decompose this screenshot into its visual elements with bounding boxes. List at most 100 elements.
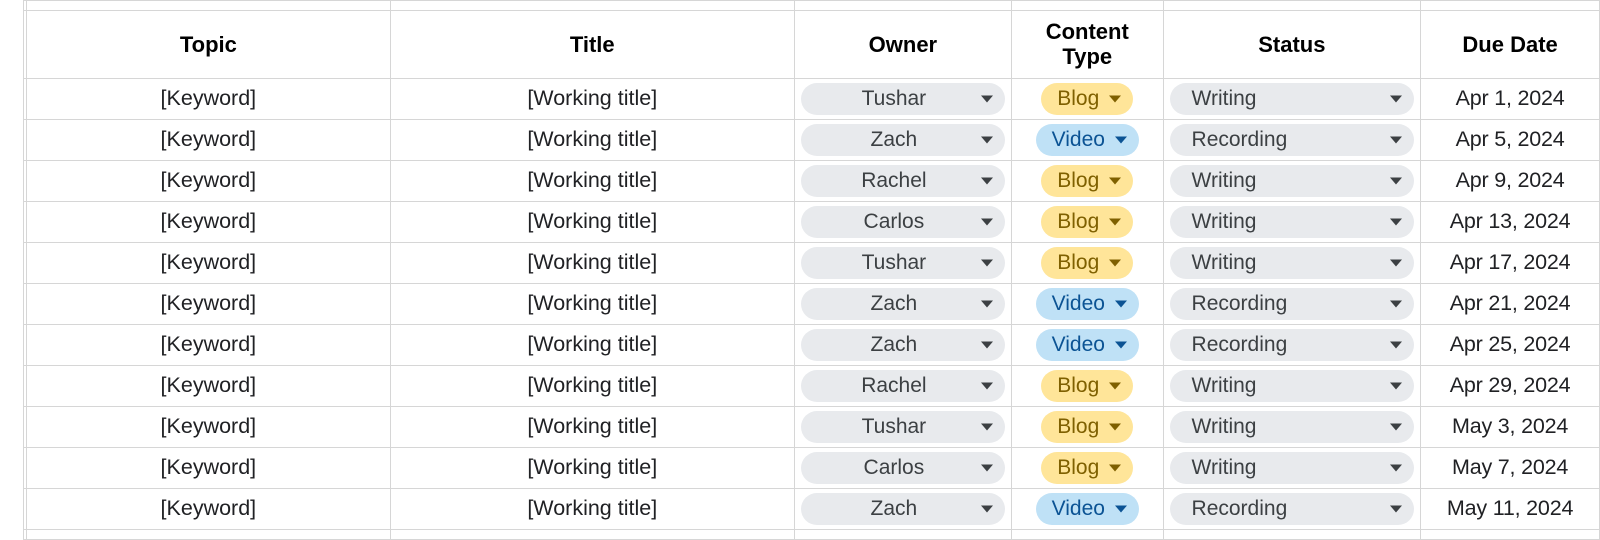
cell-title[interactable]: [Working title] [390, 447, 794, 488]
owner-dropdown[interactable]: Tushar [801, 247, 1005, 279]
cell-topic[interactable]: [Keyword] [27, 78, 391, 119]
chevron-down-icon [1115, 300, 1127, 307]
cell-status: Writing [1163, 447, 1421, 488]
cell-topic[interactable]: [Keyword] [27, 119, 391, 160]
chevron-down-icon [1390, 382, 1402, 389]
chevron-down-icon [1390, 218, 1402, 225]
cell-content-type: Blog [1012, 365, 1164, 406]
cell-due-date[interactable]: May 11, 2024 [1421, 488, 1600, 529]
cell-owner: Carlos [794, 447, 1011, 488]
cell-due-date[interactable]: May 3, 2024 [1421, 406, 1600, 447]
cell-title[interactable]: [Working title] [390, 160, 794, 201]
content-type-dropdown[interactable]: Video [1036, 288, 1139, 320]
content-type-dropdown[interactable]: Blog [1041, 411, 1133, 443]
cell-due-date-text: Apr 29, 2024 [1421, 367, 1599, 404]
status-dropdown[interactable]: Writing [1170, 165, 1415, 197]
chevron-down-icon [981, 505, 993, 512]
cell-due-date-text: Apr 17, 2024 [1421, 244, 1599, 281]
cell-title[interactable]: [Working title] [390, 324, 794, 365]
status-dropdown[interactable]: Writing [1170, 83, 1415, 115]
owner-dropdown[interactable]: Tushar [801, 411, 1005, 443]
cell-topic[interactable]: [Keyword] [27, 365, 391, 406]
owner-dropdown-label: Tushar [862, 87, 927, 111]
owner-dropdown-label: Zach [871, 128, 918, 152]
status-dropdown[interactable]: Recording [1170, 288, 1415, 320]
cell-status: Recording [1163, 283, 1421, 324]
status-dropdown[interactable]: Writing [1170, 206, 1415, 238]
content-type-dropdown[interactable]: Blog [1041, 206, 1133, 238]
cell-title[interactable]: [Working title] [390, 201, 794, 242]
cell-due-date[interactable]: Apr 17, 2024 [1421, 242, 1600, 283]
cell-due-date[interactable]: Apr 29, 2024 [1421, 365, 1600, 406]
owner-dropdown[interactable]: Tushar [801, 83, 1005, 115]
content-type-dropdown[interactable]: Blog [1041, 370, 1133, 402]
cell-title[interactable]: [Working title] [390, 78, 794, 119]
owner-dropdown-label: Tushar [862, 251, 927, 275]
owner-dropdown[interactable]: Rachel [801, 165, 1005, 197]
cell-due-date[interactable]: Apr 1, 2024 [1421, 78, 1600, 119]
cell-due-date[interactable]: Apr 13, 2024 [1421, 201, 1600, 242]
content-type-dropdown[interactable]: Blog [1041, 83, 1133, 115]
owner-dropdown[interactable]: Carlos [801, 452, 1005, 484]
content-type-dropdown[interactable]: Video [1036, 124, 1139, 156]
col-header-due-date[interactable]: Due Date [1421, 11, 1600, 79]
cell-title-text: [Working title] [391, 408, 794, 445]
owner-dropdown[interactable]: Carlos [801, 206, 1005, 238]
cell-topic[interactable]: [Keyword] [27, 242, 391, 283]
owner-dropdown[interactable]: Zach [801, 493, 1005, 525]
status-dropdown-label: Writing [1192, 87, 1257, 111]
cell-due-date-text: Apr 25, 2024 [1421, 326, 1599, 363]
col-header-status[interactable]: Status [1163, 11, 1421, 79]
cell-title[interactable]: [Working title] [390, 242, 794, 283]
cell-topic-text: [Keyword] [27, 326, 390, 363]
owner-dropdown[interactable]: Zach [801, 288, 1005, 320]
col-header-topic[interactable]: Topic [27, 11, 391, 79]
col-header-title[interactable]: Title [390, 11, 794, 79]
status-dropdown-label: Recording [1192, 497, 1288, 521]
cell-title[interactable]: [Working title] [390, 365, 794, 406]
cell-due-date[interactable]: Apr 25, 2024 [1421, 324, 1600, 365]
cell-topic[interactable]: [Keyword] [27, 201, 391, 242]
content-type-dropdown[interactable]: Blog [1041, 452, 1133, 484]
status-dropdown[interactable]: Writing [1170, 411, 1415, 443]
cell-topic[interactable]: [Keyword] [27, 406, 391, 447]
cell-topic[interactable]: [Keyword] [27, 447, 391, 488]
chevron-down-icon [1115, 136, 1127, 143]
cell-title[interactable]: [Working title] [390, 283, 794, 324]
col-header-content-type[interactable]: ContentType [1012, 11, 1164, 79]
cell-title[interactable]: [Working title] [390, 488, 794, 529]
cell-due-date[interactable]: Apr 9, 2024 [1421, 160, 1600, 201]
cell-topic[interactable]: [Keyword] [27, 324, 391, 365]
content-type-dropdown[interactable]: Blog [1041, 247, 1133, 279]
owner-dropdown[interactable]: Zach [801, 124, 1005, 156]
cell-due-date[interactable]: Apr 21, 2024 [1421, 283, 1600, 324]
cell-topic[interactable]: [Keyword] [27, 160, 391, 201]
status-dropdown[interactable]: Recording [1170, 493, 1415, 525]
cell-title[interactable]: [Working title] [390, 406, 794, 447]
status-dropdown[interactable]: Recording [1170, 124, 1415, 156]
owner-dropdown[interactable]: Rachel [801, 370, 1005, 402]
chevron-down-icon [1109, 177, 1121, 184]
cell-due-date[interactable]: Apr 5, 2024 [1421, 119, 1600, 160]
status-dropdown[interactable]: Writing [1170, 370, 1415, 402]
cell-title[interactable]: [Working title] [390, 119, 794, 160]
status-dropdown[interactable]: Writing [1170, 247, 1415, 279]
cell-topic[interactable]: [Keyword] [27, 488, 391, 529]
content-type-dropdown[interactable]: Video [1036, 493, 1139, 525]
cell-topic-text: [Keyword] [27, 490, 390, 527]
cell-content-type: Video [1012, 119, 1164, 160]
status-dropdown[interactable]: Writing [1170, 452, 1415, 484]
table-row: [Keyword][Working title]Carlos Blog Writin… [24, 201, 1600, 242]
status-dropdown[interactable]: Recording [1170, 329, 1415, 361]
cell-topic-text: [Keyword] [27, 121, 390, 158]
cell-due-date[interactable]: May 7, 2024 [1421, 447, 1600, 488]
col-header-owner[interactable]: Owner [794, 11, 1011, 79]
cell-topic[interactable]: [Keyword] [27, 283, 391, 324]
content-type-dropdown[interactable]: Blog [1041, 165, 1133, 197]
status-dropdown-label: Recording [1192, 292, 1288, 316]
spacer-row-bottom [24, 529, 1600, 539]
cell-status: Writing [1163, 365, 1421, 406]
owner-dropdown[interactable]: Zach [801, 329, 1005, 361]
content-type-dropdown[interactable]: Video [1036, 329, 1139, 361]
cell-owner: Tushar [794, 242, 1011, 283]
